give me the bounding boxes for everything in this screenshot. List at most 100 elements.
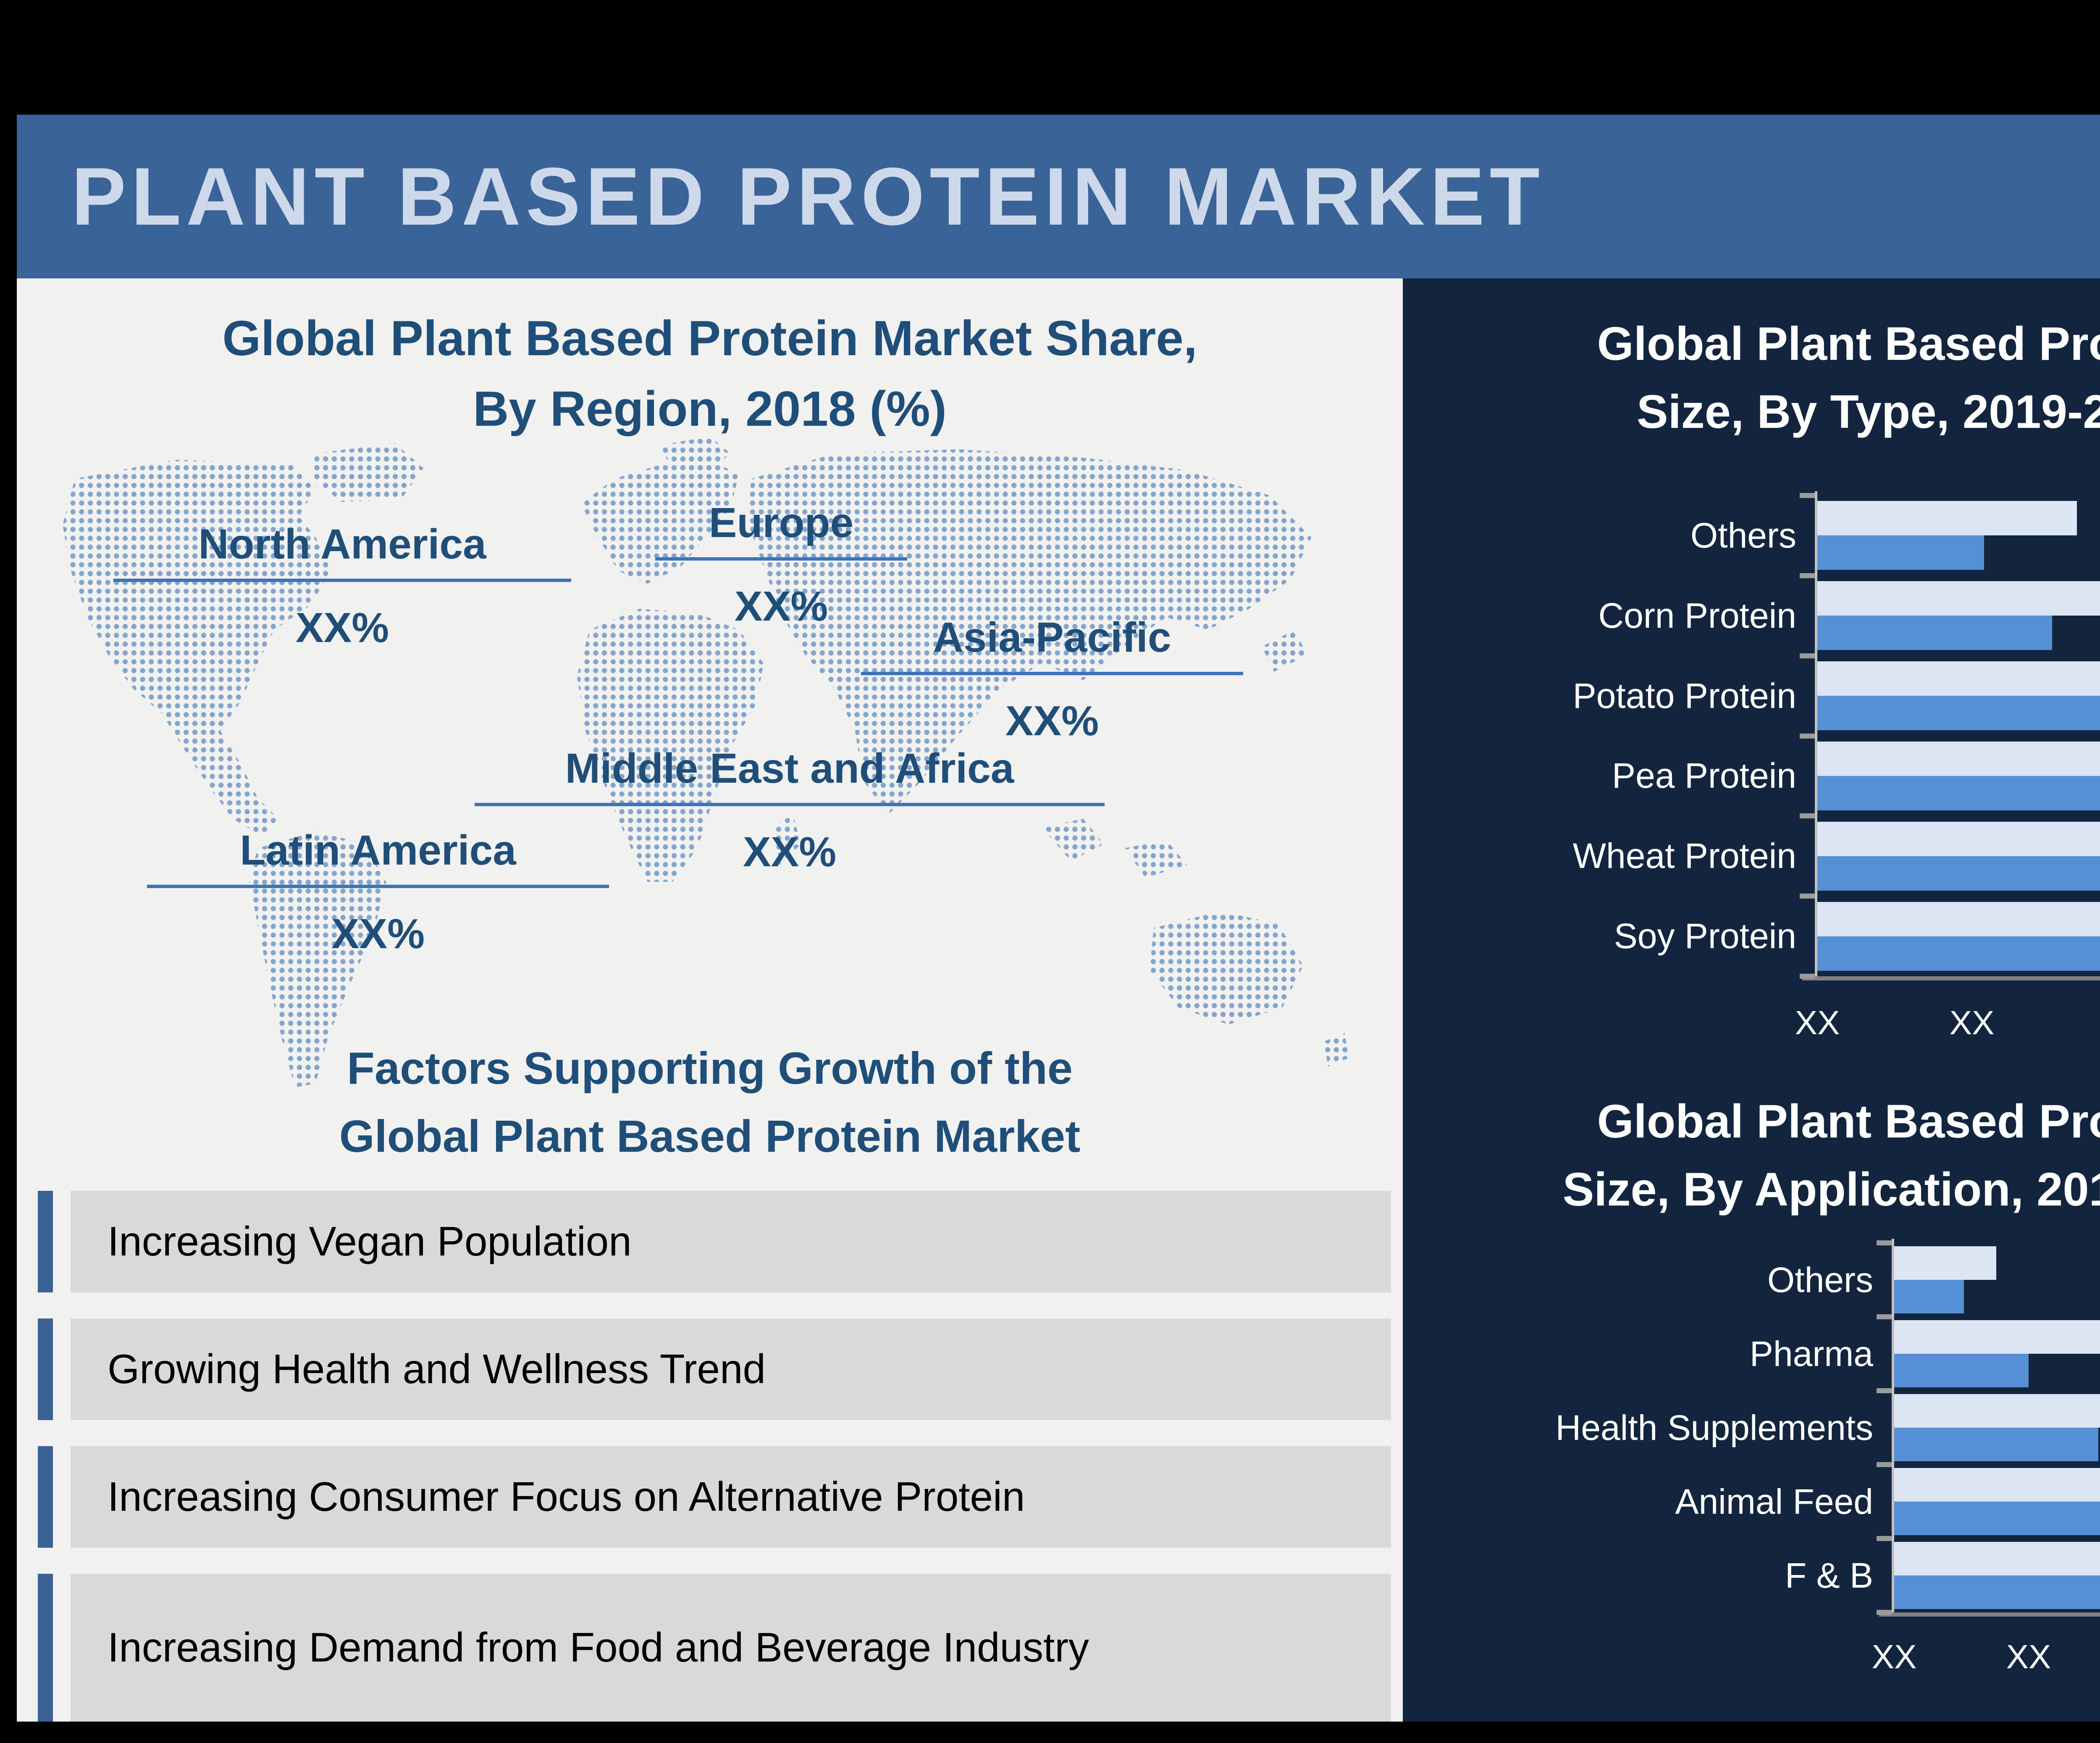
category-label: Soy Protein: [1614, 916, 1796, 956]
factor-text: Increasing Demand from Food and Beverage…: [108, 1624, 1089, 1671]
type-chart-x-axis: [1802, 976, 2100, 980]
bar-2019: [1817, 616, 2053, 650]
region-value: XX%: [734, 583, 828, 630]
category-bars: [1894, 1320, 2100, 1387]
chart-row: Pea Protein: [1403, 736, 2100, 816]
factor-accent-stripe: [38, 1446, 53, 1548]
region-name: Asia-Pacific: [861, 613, 1243, 675]
type-chart: Others Corn Protein Potato Protein Pea Prot…: [1403, 495, 2100, 976]
category-label: Animal Feed: [1675, 1481, 1873, 1521]
bar-2025: [1894, 1468, 2100, 1502]
world-map: [62, 437, 1349, 1088]
category-bars: [1817, 902, 2100, 971]
bar-2019: [1817, 696, 2100, 731]
axis-tick-mark: [1800, 813, 1815, 819]
category-bars: [1894, 1246, 1997, 1313]
application-chart-title-line2: Size, By Application, 2019-2025 ($Mn): [1562, 1163, 2100, 1216]
region-value: XX%: [743, 828, 837, 875]
factors-title-line1: Factors Supporting Growth of the: [347, 1043, 1073, 1093]
factor-bar: Increasing Consumer Focus on Alternative…: [71, 1446, 1391, 1548]
right-panel: Global Plant Based Protein Market Size, …: [1403, 278, 2100, 1722]
bar-2025: [1817, 741, 2100, 776]
chart-row: Corn Protein: [1403, 576, 2100, 656]
axis-tick-mark: [1877, 1462, 1892, 1467]
region-label-north-america: North America XX%: [113, 520, 571, 652]
region-label-asia-pacific: Asia-Pacific XX%: [861, 613, 1243, 745]
chart-row: Pharma: [1403, 1317, 2100, 1391]
header-banner: PLANT BASED PROTEIN MARKET: [17, 115, 2100, 278]
bar-2025: [1817, 821, 2100, 856]
type-chart-title: Global Plant Based Protein Market Size, …: [1403, 310, 2100, 446]
factor-text: Increasing Consumer Focus on Alternative…: [108, 1473, 1025, 1520]
map-chart-title: Global Plant Based Protein Market Share,…: [17, 304, 1403, 444]
axis-tick-mark: [1800, 733, 1815, 739]
x-tick-label: XX: [1795, 1004, 1840, 1041]
bar-2025: [1817, 501, 2077, 536]
factor-bar: Growing Health and Wellness Trend: [71, 1318, 1391, 1420]
bar-2019: [1817, 535, 1984, 570]
factor-item: Growing Health and Wellness Trend: [17, 1318, 1403, 1420]
chart-row: F & B: [1403, 1539, 2100, 1612]
factor-text: Increasing Vegan Population: [108, 1218, 632, 1265]
application-chart-title: Global Plant Based Protein Market Size, …: [1403, 1088, 2100, 1224]
factor-accent-stripe: [38, 1191, 53, 1292]
axis-tick-mark: [1877, 1610, 1892, 1615]
factor-accent-stripe: [38, 1574, 53, 1722]
factor-accent-stripe: [38, 1318, 53, 1420]
axis-tick-mark: [1877, 1314, 1892, 1319]
category-bars: [1817, 501, 2077, 570]
map-chart-title-line1: Global Plant Based Protein Market Share,: [222, 311, 1197, 366]
bar-2019: [1894, 1354, 2029, 1387]
map-chart-title-line2: By Region, 2018 (%): [473, 381, 947, 437]
bar-2025: [1817, 902, 2100, 936]
chart-row: Others: [1403, 1243, 2100, 1317]
region-value: XX%: [295, 604, 389, 651]
chart-row: Soy Protein: [1403, 896, 2100, 976]
category-label: Pea Protein: [1612, 756, 1796, 796]
category-bars: [1817, 581, 2100, 650]
factor-bar: Increasing Vegan Population: [71, 1191, 1391, 1292]
bar-2019: [1894, 1280, 1964, 1313]
page-title: PLANT BASED PROTEIN MARKET: [71, 151, 1545, 242]
region-name: North America: [113, 520, 571, 582]
left-panel: Global Plant Based Protein Market Share,…: [17, 278, 1403, 1722]
region-label-europe: Europe XX%: [655, 499, 907, 631]
category-label: Corn Protein: [1598, 595, 1796, 635]
category-label: Potato Protein: [1572, 676, 1796, 716]
bar-2025: [1817, 581, 2100, 616]
axis-tick-mark: [1800, 573, 1815, 578]
bar-2019: [1894, 1428, 2099, 1461]
axis-tick-mark: [1877, 1240, 1892, 1245]
category-label: Others: [1767, 1260, 1873, 1300]
x-tick-label: XX: [2006, 1638, 2051, 1675]
axis-tick-mark: [1877, 1388, 1892, 1393]
factors-title-line2: Global Plant Based Protein Market: [339, 1111, 1081, 1161]
application-chart-x-axis: [1879, 1612, 2100, 1617]
type-chart-y-axis: [1815, 491, 1817, 980]
chart-row: Others: [1403, 495, 2100, 576]
factor-text: Growing Health and Wellness Trend: [108, 1346, 766, 1392]
x-tick-label: XX: [1872, 1638, 1917, 1675]
category-label: Wheat Protein: [1572, 836, 1796, 876]
region-value: XX%: [1005, 697, 1099, 744]
x-tick-label: XX: [1949, 1004, 1995, 1041]
axis-tick-mark: [1800, 493, 1815, 498]
chart-row: Animal Feed: [1403, 1465, 2100, 1539]
factor-item: Increasing Consumer Focus on Alternative…: [17, 1446, 1403, 1548]
bar-2025: [1894, 1394, 2100, 1428]
category-bars: [1894, 1394, 2100, 1461]
type-chart-title-line1: Global Plant Based Protein Market: [1597, 317, 2100, 370]
bar-2025: [1817, 661, 2100, 696]
axis-tick-mark: [1877, 1536, 1892, 1541]
factor-item: Increasing Demand from Food and Beverage…: [17, 1574, 1403, 1722]
bar-2019: [1894, 1575, 2100, 1609]
axis-tick-mark: [1800, 894, 1815, 899]
bar-2025: [1894, 1320, 2100, 1354]
bar-2025: [1894, 1542, 2100, 1575]
factors-title: Factors Supporting Growth of the Global …: [17, 1034, 1403, 1170]
bar-2019: [1894, 1502, 2100, 1535]
category-label: Pharma: [1749, 1334, 1873, 1373]
category-label: F & B: [1785, 1555, 1873, 1595]
region-label-latin-america: Latin America XX%: [147, 826, 609, 958]
